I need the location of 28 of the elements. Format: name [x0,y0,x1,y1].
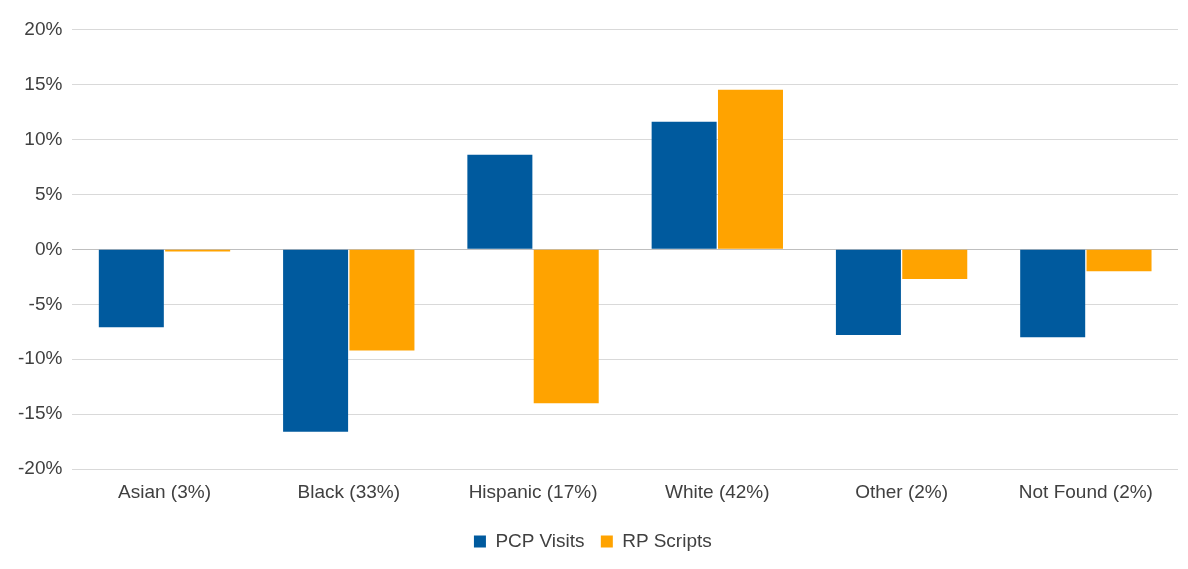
bar [717,89,783,249]
bar [651,121,717,249]
x-tick-label: Black (33%) [297,480,400,502]
x-tick-label: Hispanic (17%) [468,480,598,502]
y-tick-label: 10% [24,127,63,149]
bar [349,249,415,351]
bar [1086,249,1152,272]
x-tick-label: Other (2%) [855,480,949,502]
bar [283,249,349,432]
x-tick-label: Not Found (2%) [1018,480,1153,502]
bar [835,249,901,336]
y-tick-label: 5% [34,182,63,204]
legend-label: RP Scripts [622,529,712,551]
bar [533,249,599,404]
y-tick-label: -15% [18,402,63,424]
bar [1020,249,1086,338]
y-tick-label: 15% [24,72,63,94]
legend-label: PCP Visits [495,529,585,551]
y-tick-label: -5% [28,292,63,314]
bar [902,249,968,279]
y-tick-label: 20% [24,17,63,39]
y-tick-label: 0% [34,237,63,259]
x-tick-label: White (42%) [665,480,770,502]
x-tick-label: Asian (3%) [118,480,211,502]
bar [467,154,533,249]
y-tick-label: -20% [18,457,63,479]
y-tick-label: -10% [18,347,63,369]
bar [98,249,164,328]
